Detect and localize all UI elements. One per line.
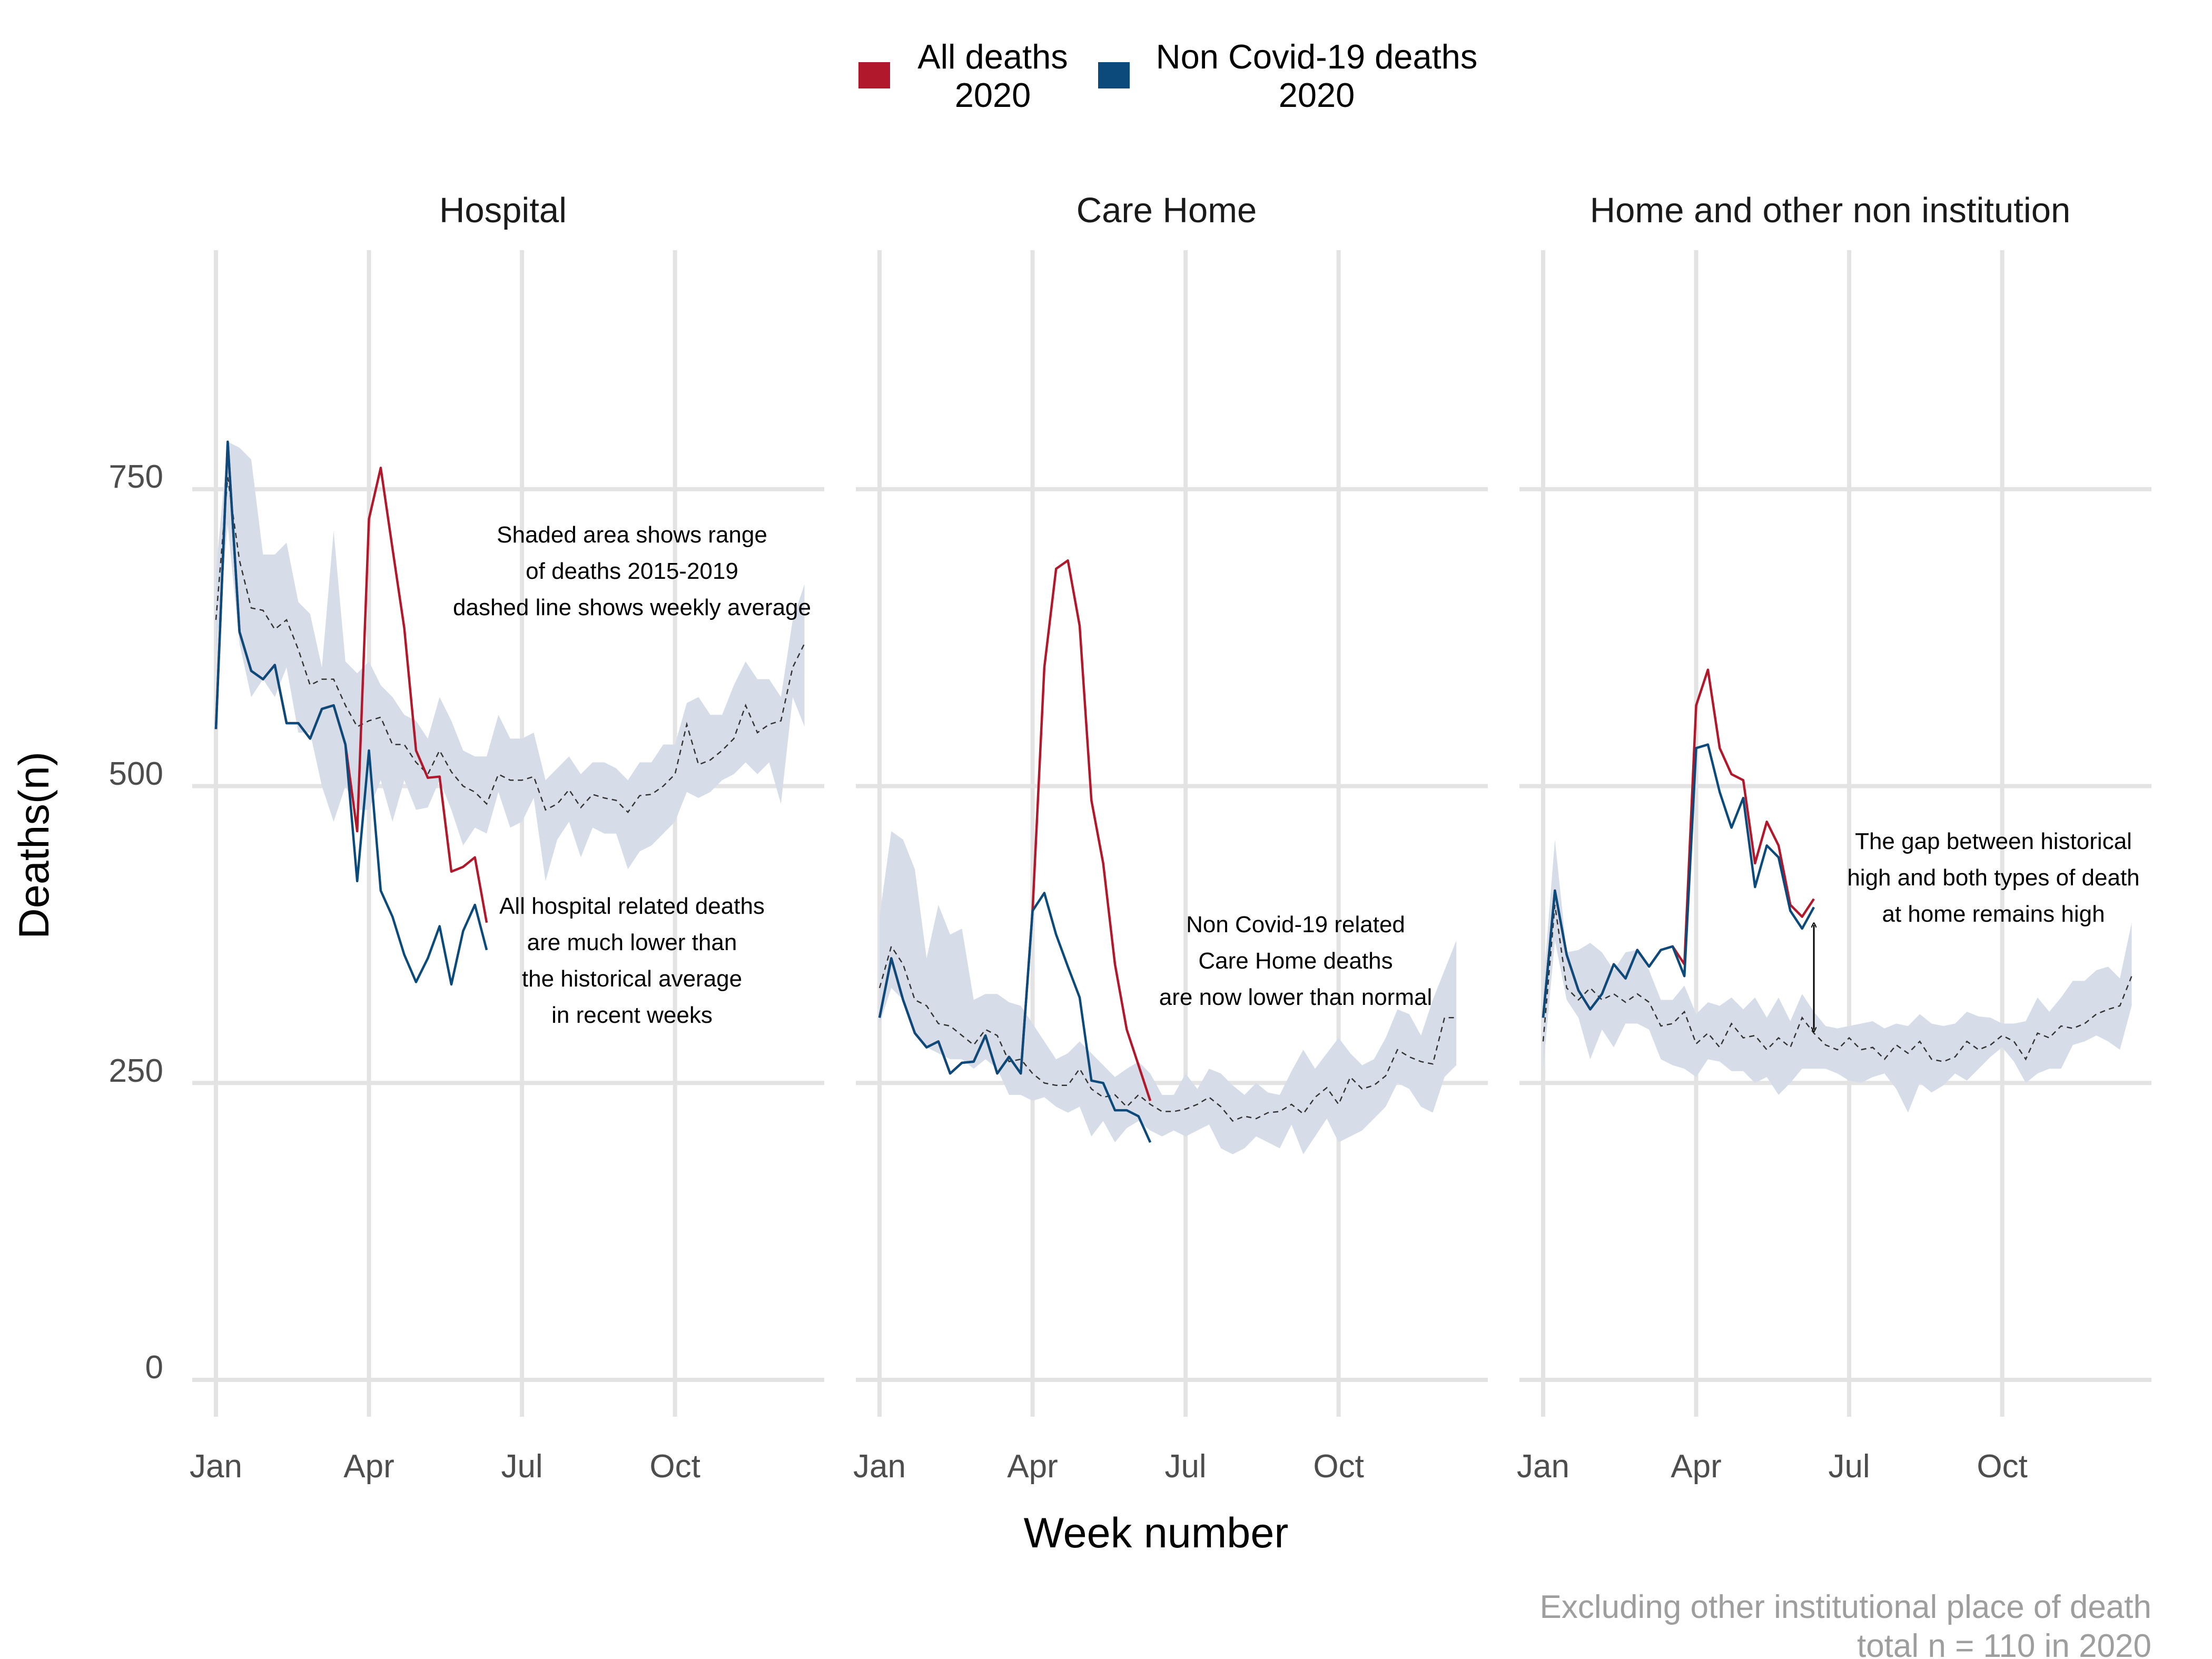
x-tick-label: Oct <box>1313 1448 1364 1485</box>
annotation-shaded-area-line3: dashed line shows weekly average <box>453 595 811 620</box>
annotation-home-line3: at home remains high <box>1882 901 2105 927</box>
panel-plot-area: Jan Apr Jul Oct <box>1517 250 2151 1485</box>
legend: All deaths 2020 Non Covid-19 deaths 2020 <box>858 37 1477 114</box>
annotation-care-home-line2: Care Home deaths <box>1198 948 1393 974</box>
weekly-average-line <box>1542 904 2132 1063</box>
legend-label-non-covid-line1: Non Covid-19 deaths <box>1156 37 1478 76</box>
facet-title-hospital: Hospital <box>439 191 567 230</box>
annotation-hospital-line3: the historical average <box>522 966 742 992</box>
x-axis-title: Week number <box>1024 1509 1289 1557</box>
annotation-shaded-area-line1: Shaded area shows range <box>497 522 767 548</box>
panel-plot-area: Jan Apr Jul Oct <box>853 250 1488 1485</box>
annotation-home-line2: high and both types of death <box>1847 865 2139 891</box>
historical-range-band <box>216 441 805 881</box>
x-tick-label: Jan <box>1517 1448 1569 1485</box>
panel-hospital: Jan Apr Jul Oct Hospital <box>190 191 824 1485</box>
annotation-hospital-line1: All hospital related deaths <box>499 893 765 919</box>
x-tick-label: Jul <box>501 1448 542 1485</box>
legend-label-all-deaths-line2: 2020 <box>955 76 1031 114</box>
y-tick-label: 0 <box>145 1349 163 1386</box>
non-covid-line <box>1542 743 1815 1018</box>
x-tick-label: Apr <box>1671 1448 1721 1485</box>
annotation-hospital-line4: in recent weeks <box>551 1002 713 1028</box>
historical-range-band <box>880 831 1457 1154</box>
x-tick-label: Jan <box>190 1448 242 1485</box>
x-tick-label: Jan <box>853 1448 906 1485</box>
x-tick-label: Apr <box>343 1448 394 1485</box>
legend-swatch-all-deaths <box>858 62 890 88</box>
y-tick-label: 250 <box>109 1053 163 1089</box>
legend-label-non-covid-line2: 2020 <box>1279 76 1355 114</box>
y-axis: 0 250 500 750 <box>109 459 163 1386</box>
y-axis-title: Deaths(n) <box>11 752 58 939</box>
annotation-shaded-area-line2: of deaths 2015-2019 <box>526 558 738 584</box>
y-tick-label: 750 <box>109 459 163 495</box>
annotation-care-home-line1: Non Covid-19 related <box>1186 912 1405 937</box>
annotation-care-home-line3: are now lower than normal <box>1159 984 1432 1010</box>
x-tick-label: Jul <box>1828 1448 1870 1485</box>
panel-plot-area: Jan Apr Jul Oct <box>190 250 824 1485</box>
weekly-average-line <box>215 477 805 814</box>
x-tick-label: Oct <box>1977 1448 2027 1485</box>
non-covid-line <box>214 440 488 986</box>
x-tick-label: Apr <box>1007 1448 1058 1485</box>
non-covid-line <box>878 892 1152 1143</box>
annotations: Shaded area shows range of deaths 2015-2… <box>453 522 2140 1028</box>
legend-label-all-deaths-line1: All deaths <box>917 37 1068 76</box>
caption-line1: Excluding other institutional place of d… <box>1539 1589 2151 1625</box>
y-tick-label: 500 <box>109 756 163 792</box>
facet-title-home-and-other: Home and other non institution <box>1590 191 2071 230</box>
panel-home-and-other: Jan Apr Jul Oct Home and other non institut… <box>1517 191 2151 1485</box>
facet-title-care-home: Care Home <box>1077 191 1257 230</box>
annotation-hospital-line2: are much lower than <box>527 930 737 955</box>
historical-range-band <box>1543 840 2132 1113</box>
caption-line2: total n = 110 in 2020 <box>1857 1628 2151 1659</box>
x-tick-label: Jul <box>1164 1448 1206 1485</box>
x-tick-label: Oct <box>649 1448 700 1485</box>
weekly-average-line <box>878 945 1457 1122</box>
legend-swatch-non-covid <box>1098 62 1130 88</box>
panel-care-home: Jan Apr Jul Oct Care Home <box>853 191 1488 1485</box>
annotation-home-line1: The gap between historical <box>1855 828 2132 854</box>
